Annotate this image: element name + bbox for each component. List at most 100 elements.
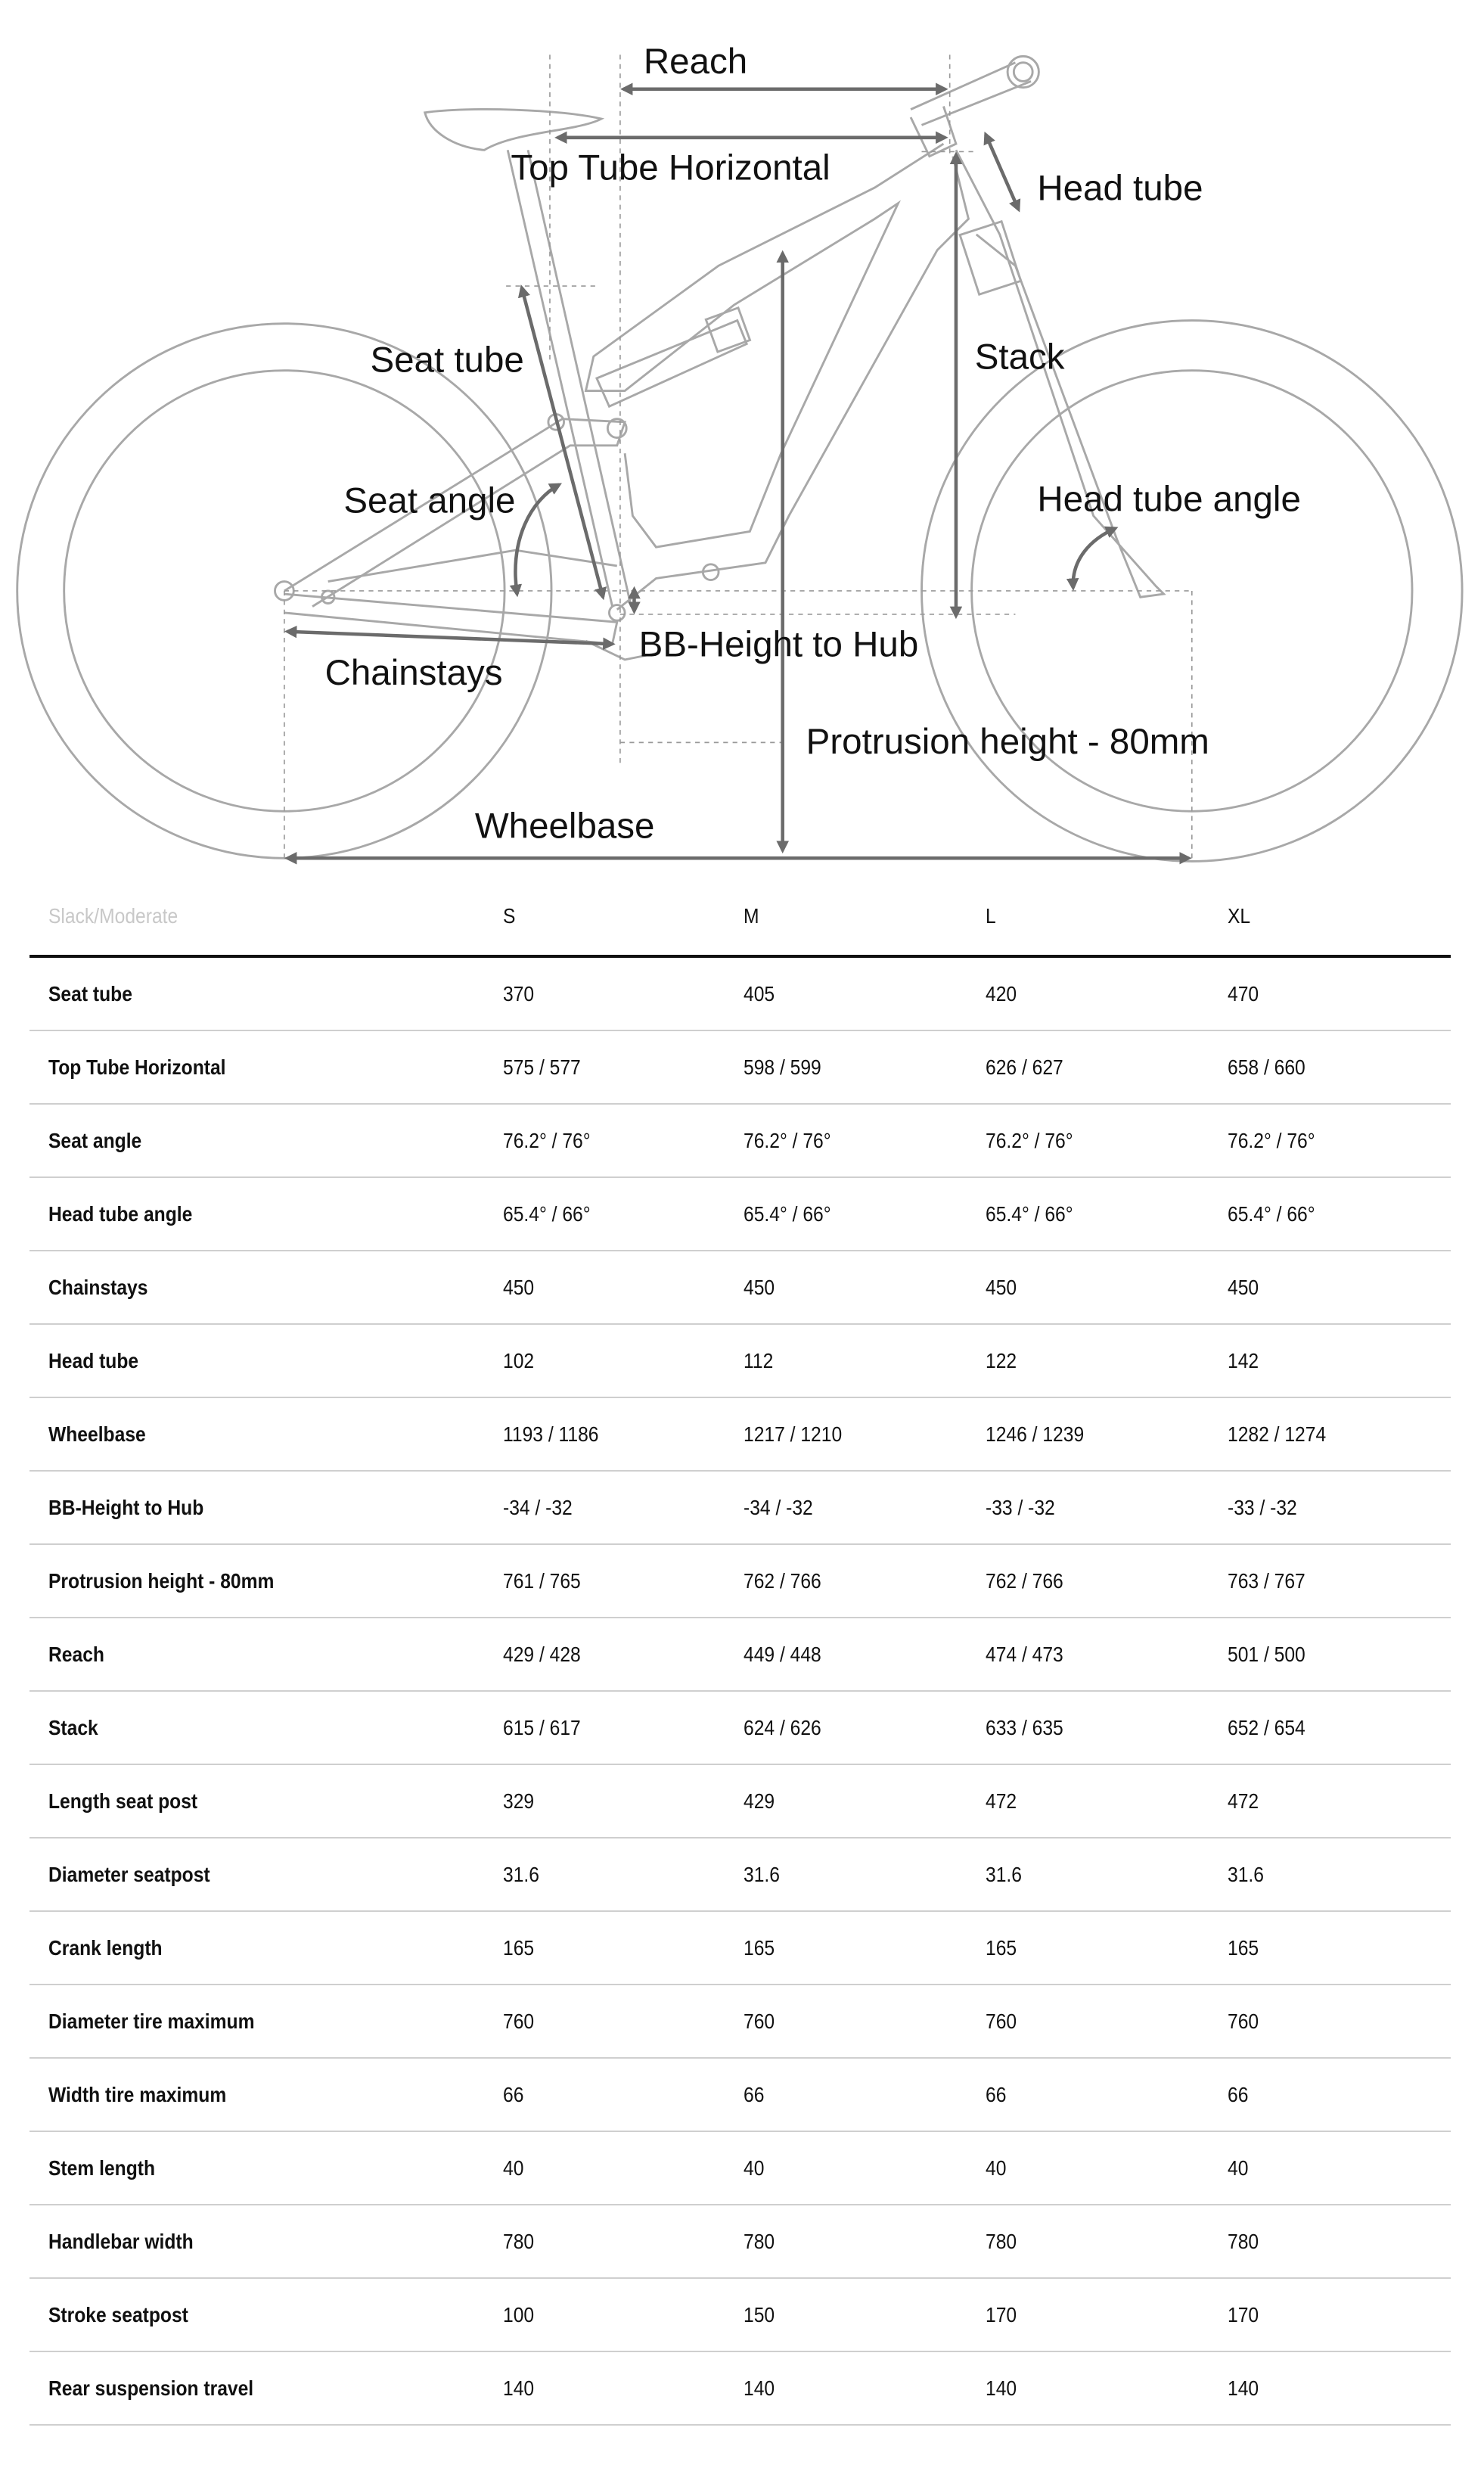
cell-value: 780 — [986, 2229, 1017, 2253]
cell-value: 140 — [744, 2376, 775, 2400]
table-row: Length seat post 329 429 472 472 — [29, 1765, 1451, 1838]
table-row: Head tube angle 65.4° / 66° 65.4° / 66° 65.… — [29, 1178, 1451, 1251]
table-row: Width tire maximum 66 66 66 66 — [29, 2059, 1451, 2132]
cell-value: 450 — [986, 1275, 1017, 1299]
table-row: Handlebar width 780 780 780 780 — [29, 2205, 1451, 2279]
cell-value: 501 / 500 — [1228, 1642, 1305, 1666]
cell-value: 140 — [1228, 2376, 1259, 2400]
cell-value: 165 — [744, 1935, 775, 1960]
cell-value: 102 — [503, 1348, 535, 1372]
cell-value: 170 — [1228, 2302, 1259, 2326]
row-label: Top Tube Horizontal — [48, 1055, 226, 1079]
cell-value: 150 — [744, 2302, 775, 2326]
header-size-xl: XL — [1228, 904, 1251, 928]
table-row: Top Tube Horizontal 575 / 577 598 / 599 626… — [29, 1031, 1451, 1105]
label-head-tube: Head tube — [1037, 168, 1203, 208]
row-label: Handlebar width — [48, 2229, 194, 2253]
cell-value: 652 / 654 — [1228, 1715, 1305, 1739]
cell-value: 329 — [503, 1789, 535, 1813]
table-row: Reach 429 / 428 449 / 448 474 / 473 501 / 50… — [29, 1618, 1451, 1692]
label-top-tube-horizontal: Top Tube Horizontal — [511, 148, 830, 188]
table-row: Seat angle 76.2° / 76° 76.2° / 76° 76.2° / … — [29, 1105, 1451, 1178]
cell-value: 474 / 473 — [986, 1642, 1063, 1666]
table-row: Rear suspension travel 140 140 140 140 — [29, 2352, 1451, 2426]
row-label: Seat tube — [48, 981, 132, 1005]
cell-value: 780 — [744, 2229, 775, 2253]
cell-value: -33 / -32 — [986, 1495, 1055, 1519]
table-row: Head tube 102 112 122 142 — [29, 1325, 1451, 1398]
row-label: BB-Height to Hub — [48, 1495, 204, 1519]
cell-value: -34 / -32 — [503, 1495, 573, 1519]
diagram-labels: Reach Top Tube Horizontal Head tube Seat… — [325, 42, 1301, 846]
label-bb-height: BB-Height to Hub — [639, 625, 919, 665]
cell-value: 31.6 — [986, 1862, 1022, 1886]
cell-value: 575 / 577 — [503, 1055, 581, 1079]
row-label: Head tube — [48, 1348, 139, 1372]
row-label: Diameter seatpost — [48, 1862, 210, 1886]
cell-value: 65.4° / 66° — [1228, 1201, 1315, 1226]
cell-value: 142 — [1228, 1348, 1259, 1372]
cell-value: 760 — [744, 2009, 775, 2033]
row-label: Protrusion height - 80mm — [48, 1568, 275, 1593]
table-row: Protrusion height - 80mm 761 / 765 762 / 7… — [29, 1545, 1451, 1618]
table-row: Chainstays 450 450 450 450 — [29, 1251, 1451, 1325]
cell-value: 66 — [986, 2082, 1007, 2106]
cell-value: 1282 / 1274 — [1228, 1422, 1327, 1446]
cell-value: 370 — [503, 981, 535, 1005]
geometry-table: Slack/Moderate S M L XL Seat tube 370 405 4… — [29, 878, 1451, 2426]
table-row: Crank length 165 165 165 165 — [29, 1912, 1451, 1985]
label-wheelbase: Wheelbase — [475, 806, 655, 846]
cell-value: 65.4° / 66° — [986, 1201, 1073, 1226]
cell-value: 760 — [503, 2009, 535, 2033]
header-size-s: S — [503, 904, 516, 928]
cell-value: 760 — [986, 2009, 1017, 2033]
cell-value: 1193 / 1186 — [503, 1422, 599, 1446]
cell-value: -34 / -32 — [744, 1495, 813, 1519]
cell-value: 40 — [744, 2156, 765, 2180]
cell-value: 40 — [503, 2156, 524, 2180]
cell-value: 76.2° / 76° — [1228, 1128, 1315, 1152]
cell-value: 140 — [986, 2376, 1017, 2400]
cell-value: 76.2° / 76° — [744, 1128, 831, 1152]
cell-value: 429 — [744, 1789, 775, 1813]
cell-value: 780 — [1228, 2229, 1259, 2253]
cell-value: 165 — [503, 1935, 535, 1960]
row-label: Diameter tire maximum — [48, 2009, 255, 2033]
cell-value: 140 — [503, 2376, 535, 2400]
row-label: Head tube angle — [48, 1201, 193, 1226]
cell-value: 170 — [986, 2302, 1017, 2326]
cell-value: 31.6 — [503, 1862, 539, 1886]
table-header: Slack/Moderate S M L XL — [29, 878, 1451, 958]
cell-value: 31.6 — [1228, 1862, 1264, 1886]
table-row: Wheelbase 1193 / 1186 1217 / 1210 1246 / 12… — [29, 1398, 1451, 1472]
cell-value: 76.2° / 76° — [503, 1128, 591, 1152]
cell-value: 405 — [744, 981, 775, 1005]
guide-lines — [284, 54, 1193, 859]
cell-value: 450 — [744, 1275, 775, 1299]
head-tube-angle-arc — [1066, 526, 1119, 591]
cell-value: 66 — [744, 2082, 765, 2106]
table-row: Seat tube 370 405 420 470 — [29, 958, 1451, 1031]
table-row: Diameter tire maximum 760 760 760 760 — [29, 1985, 1451, 2059]
cell-value: 420 — [986, 981, 1017, 1005]
cell-value: 165 — [1228, 1935, 1259, 1960]
cell-value: 763 / 767 — [1228, 1568, 1305, 1593]
cell-value: 658 / 660 — [1228, 1055, 1305, 1079]
label-reach: Reach — [644, 42, 747, 82]
row-label: Stack — [48, 1715, 98, 1739]
row-label: Reach — [48, 1642, 104, 1666]
bike-geometry-diagram: Reach Top Tube Horizontal Head tube Seat… — [16, 42, 1464, 865]
header-size-l: L — [986, 904, 996, 928]
cell-value: 449 / 448 — [744, 1642, 821, 1666]
row-label: Seat angle — [48, 1128, 142, 1152]
table-row: Diameter seatpost 31.6 31.6 31.6 31.6 — [29, 1838, 1451, 1912]
cell-value: 450 — [503, 1275, 535, 1299]
cell-value: 31.6 — [744, 1862, 780, 1886]
cell-value: 762 / 766 — [744, 1568, 821, 1593]
label-protrusion-height: Protrusion height - 80mm — [806, 722, 1209, 762]
cell-value: 112 — [744, 1348, 774, 1372]
cell-value: 100 — [503, 2302, 535, 2326]
label-seat-tube: Seat tube — [370, 340, 523, 381]
label-stack: Stack — [975, 337, 1065, 378]
cell-value: 450 — [1228, 1275, 1259, 1299]
